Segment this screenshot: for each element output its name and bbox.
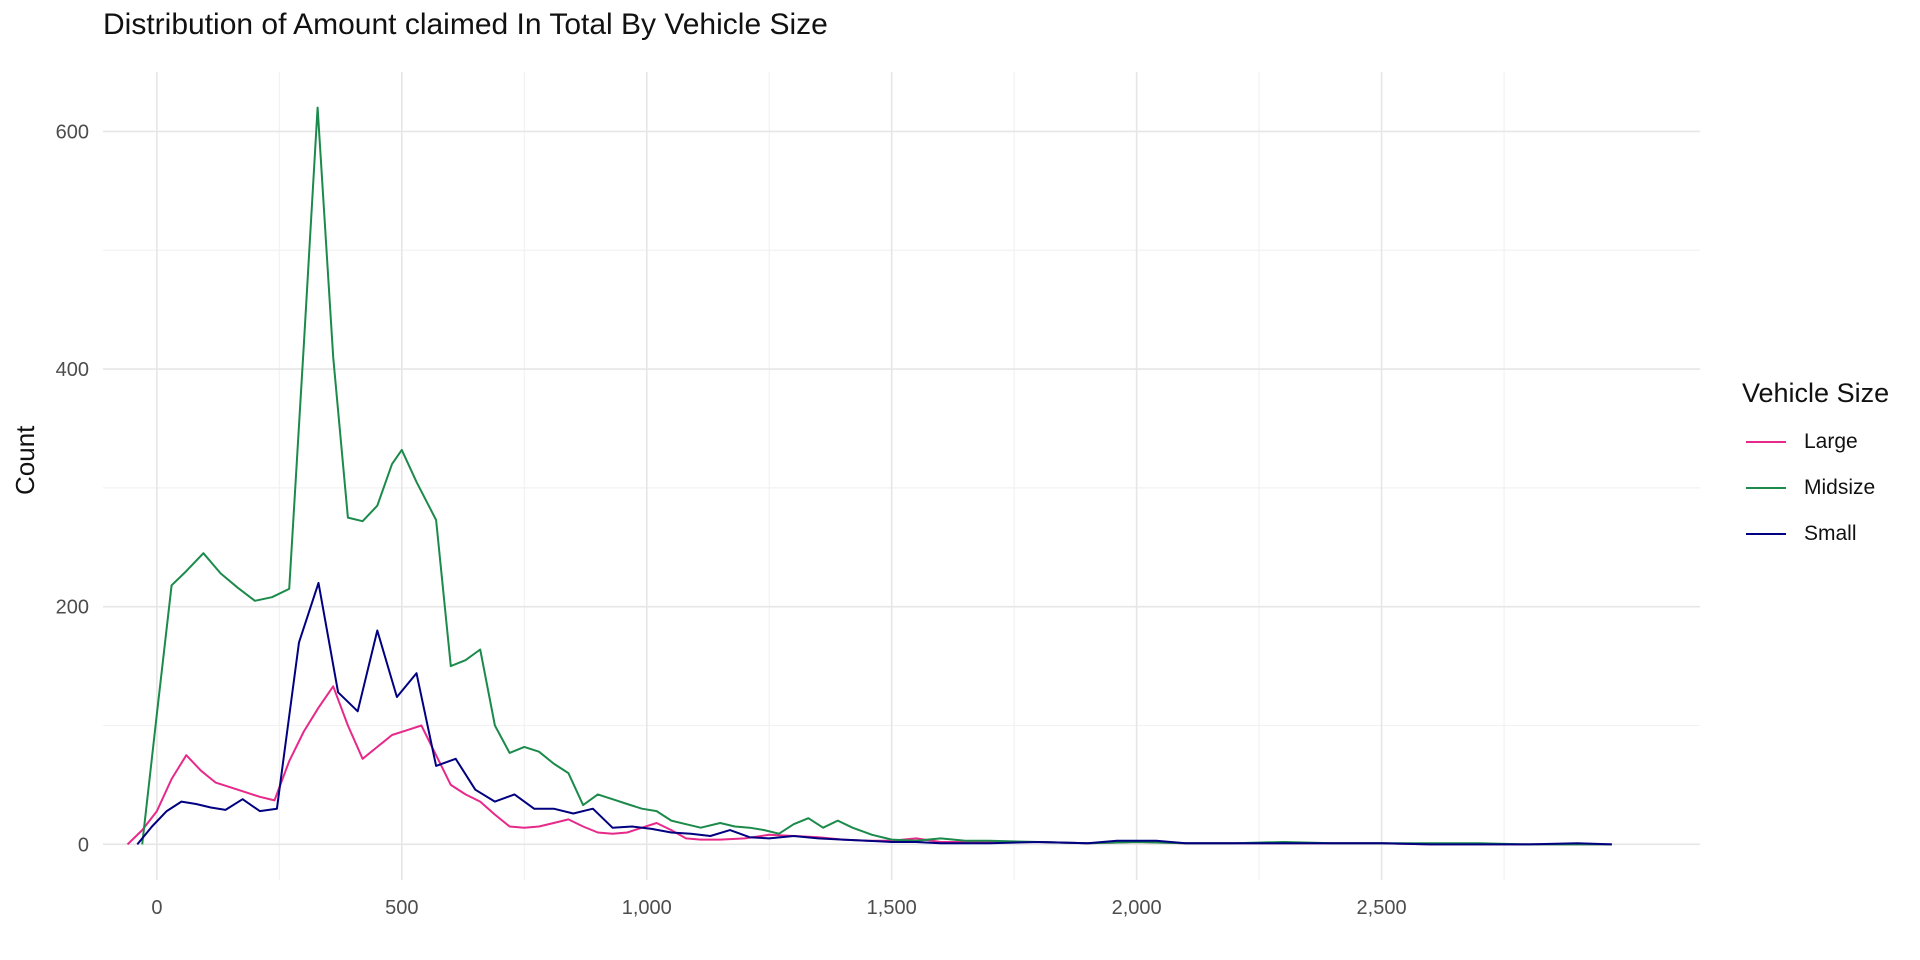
legend-items: Large Midsize Small bbox=[1742, 419, 1889, 557]
chart-title: Distribution of Amount claimed In Total … bbox=[103, 8, 828, 41]
y-tick-label: 600 bbox=[56, 121, 89, 143]
legend: Vehicle Size Large Midsize Small bbox=[1742, 378, 1889, 557]
legend-label: Midsize bbox=[1804, 476, 1876, 499]
x-tick-label: 1,000 bbox=[622, 897, 672, 919]
legend-key bbox=[1746, 487, 1786, 489]
legend-item-large: Large bbox=[1742, 419, 1889, 465]
legend-item-midsize: Midsize bbox=[1742, 465, 1889, 511]
axis-ticks: 0 500 1,000 1,500 2,000 2,500 0 200 400 600 bbox=[56, 121, 1407, 919]
legend-key bbox=[1746, 441, 1786, 443]
grid-lines bbox=[103, 72, 1700, 880]
legend-label: Large bbox=[1804, 430, 1858, 453]
y-tick-label: 400 bbox=[56, 359, 89, 381]
y-tick-label: 200 bbox=[56, 597, 89, 619]
legend-title: Vehicle Size bbox=[1742, 378, 1890, 408]
legend-item-small: Small bbox=[1742, 511, 1889, 557]
x-tick-label: 2,000 bbox=[1112, 897, 1162, 919]
legend-key bbox=[1746, 533, 1786, 535]
y-tick-label: 0 bbox=[78, 834, 89, 856]
series-line-midsize bbox=[141, 106, 1612, 846]
series-line-small bbox=[136, 581, 1612, 846]
x-tick-label: 2,500 bbox=[1357, 897, 1407, 919]
x-tick-label: 1,500 bbox=[867, 897, 917, 919]
series-line-large bbox=[126, 685, 1612, 846]
series-lines bbox=[126, 106, 1612, 846]
legend-label: Small bbox=[1804, 522, 1857, 545]
x-tick-label: 0 bbox=[151, 897, 162, 919]
x-tick-label: 500 bbox=[385, 897, 418, 919]
